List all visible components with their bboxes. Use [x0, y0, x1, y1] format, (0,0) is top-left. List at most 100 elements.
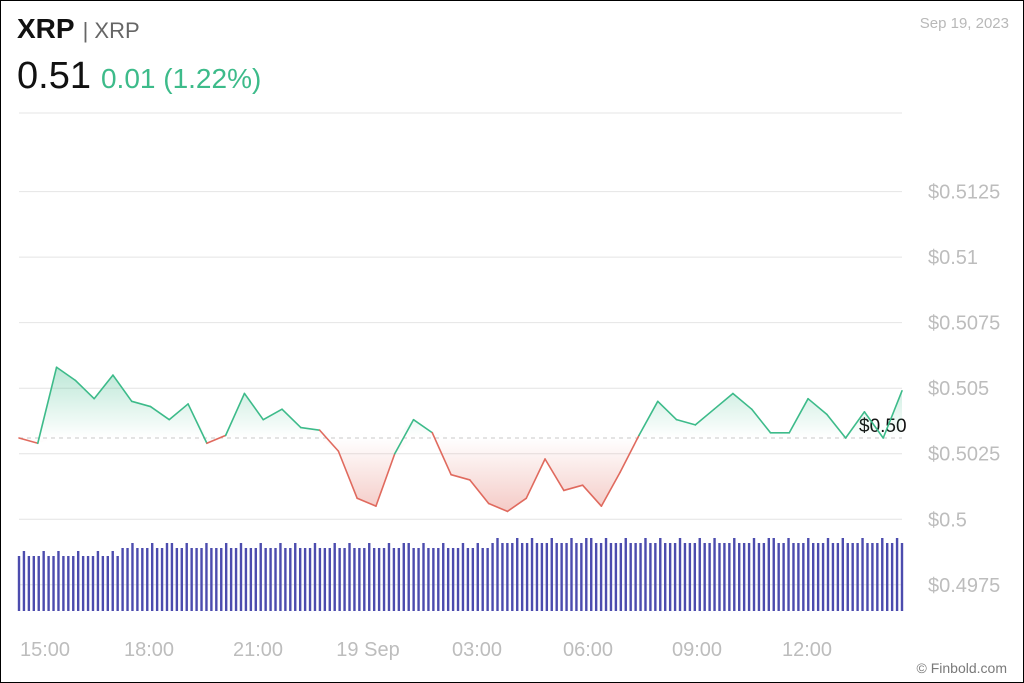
volume-bar: [215, 548, 218, 611]
x-tick-label: 03:00: [452, 639, 502, 661]
volume-bar: [446, 548, 450, 611]
price-segment: [206, 434, 227, 445]
volume-bar: [540, 543, 544, 611]
volume-bar: [264, 548, 267, 611]
volume-bar: [338, 548, 341, 611]
volume-bar: [397, 548, 401, 611]
volume-bar: [900, 543, 904, 611]
volume-bar: [698, 538, 701, 611]
y-tick-label: $0.4975: [928, 575, 1000, 597]
volume-bar: [683, 543, 687, 611]
volume-bar: [520, 543, 524, 611]
volume-bar: [160, 548, 164, 611]
volume-bar: [200, 548, 203, 611]
price-segment: [619, 434, 640, 473]
volume-bar: [86, 556, 90, 611]
volume-bar: [17, 556, 21, 611]
volume-bar: [821, 543, 825, 611]
price-area-up: [19, 367, 902, 439]
volume-bar: [417, 548, 420, 611]
x-tick-label: 06:00: [563, 639, 613, 661]
volume-bar: [343, 548, 346, 611]
volume-bar: [550, 538, 553, 611]
price-segment: [844, 410, 866, 439]
volume-bar: [308, 548, 312, 611]
volume-bar: [96, 551, 100, 611]
volume-bar: [599, 543, 603, 611]
volume-bar: [836, 543, 840, 611]
volume-bar: [358, 548, 361, 611]
y-tick-label: $0.5075: [928, 313, 1000, 335]
volume-bar: [841, 538, 845, 611]
volume-bar: [471, 548, 475, 611]
volume-bar: [713, 538, 716, 611]
volume-bar: [668, 543, 672, 611]
volume-bar: [333, 543, 336, 611]
volume-bar: [511, 543, 514, 611]
price-segment: [149, 405, 171, 421]
volume-bar: [67, 556, 70, 611]
volume-bar: [752, 538, 756, 611]
volume-bar: [861, 538, 864, 611]
volume-bar: [619, 543, 623, 611]
volume-bar: [772, 538, 775, 611]
title-row: XRP | XRP: [17, 13, 261, 53]
volume-bar: [244, 548, 248, 611]
volume-bar: [634, 543, 637, 611]
price-segment: [525, 458, 546, 500]
volume-bar: [481, 548, 484, 611]
volume-bar: [535, 543, 539, 611]
volume-bar: [476, 543, 479, 611]
volume-bar: [718, 543, 721, 611]
volume-bar: [234, 548, 238, 611]
volume-bar: [491, 543, 494, 611]
price-row: 0.51 0.01 (1.22%): [17, 55, 261, 98]
volume-bar: [146, 548, 149, 611]
volume-bar: [303, 548, 307, 611]
volume-bar: [545, 543, 549, 611]
volume-bar: [693, 543, 697, 611]
chart-date: Sep 19, 2023: [919, 15, 1009, 32]
volume-bar: [787, 538, 790, 611]
volume-bar: [816, 543, 820, 611]
volume-bar: [624, 538, 627, 611]
price-segment: [563, 484, 584, 492]
price-segment: [243, 392, 265, 421]
volume-bar: [678, 538, 682, 611]
volume-bar: [639, 543, 642, 611]
volume-bar: [580, 543, 583, 611]
price-segment: [694, 408, 715, 426]
volume-bar: [150, 543, 154, 611]
volume-bar: [747, 543, 751, 611]
volume-bar: [629, 543, 632, 611]
volume-bar: [856, 543, 859, 611]
price-segment: [750, 408, 772, 434]
volume-bar: [274, 548, 277, 611]
volume-bar: [111, 551, 114, 611]
volume-bar: [866, 543, 869, 611]
volume-bar: [555, 543, 558, 611]
y-tick-label: $0.5125: [928, 182, 1000, 204]
volume-bar: [254, 548, 257, 611]
volume-bar: [456, 548, 460, 611]
volume-bar: [708, 543, 711, 611]
volume-bar: [165, 543, 169, 611]
volume-bar: [279, 543, 282, 611]
volume-bar: [412, 548, 415, 611]
price-area-down: [19, 438, 902, 512]
volume-bar: [155, 548, 159, 611]
volume-bar: [392, 548, 396, 611]
price-segment: [487, 502, 509, 513]
volume-bar: [777, 543, 780, 611]
volume-bar: [101, 556, 105, 611]
volume-bar: [289, 548, 292, 611]
volume-bar: [886, 543, 889, 611]
price-segment: [356, 497, 377, 507]
price-segment: [600, 471, 621, 507]
volume-bar: [126, 548, 129, 611]
price-segment: [882, 390, 903, 439]
volume-bar: [688, 543, 692, 611]
volume-bar: [210, 548, 213, 611]
